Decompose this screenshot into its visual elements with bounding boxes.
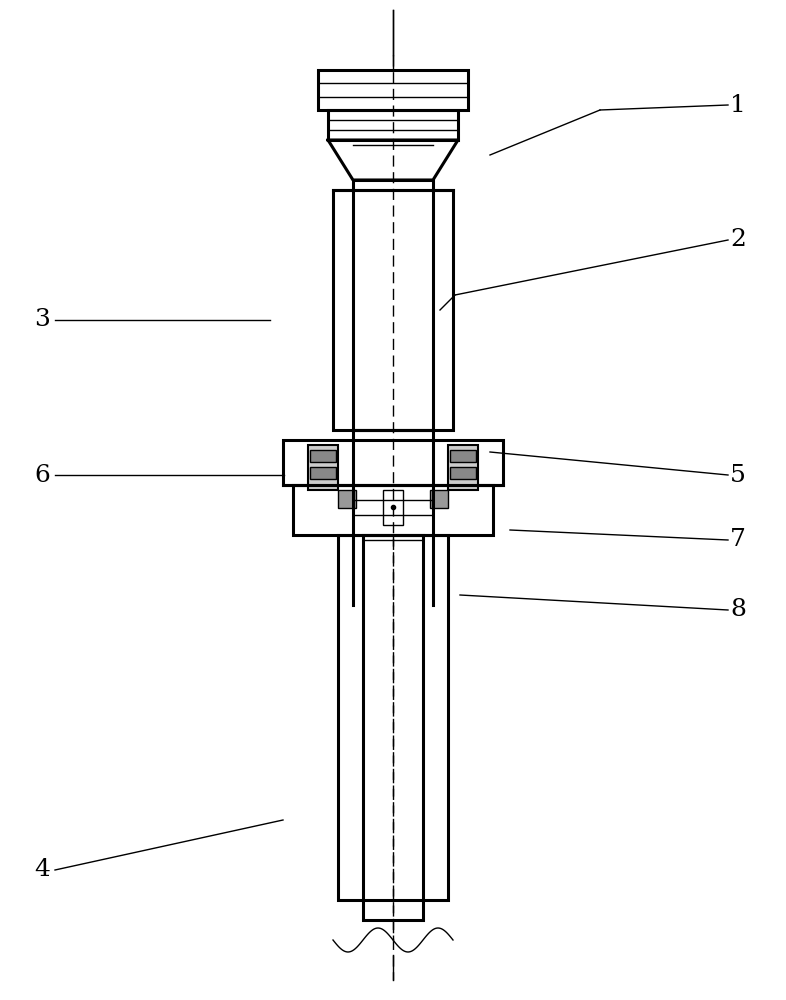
- Text: 5: 5: [730, 464, 746, 487]
- Bar: [383, 490, 403, 525]
- Bar: [450, 450, 476, 462]
- Text: 2: 2: [730, 229, 746, 251]
- Bar: [353, 180, 433, 430]
- Bar: [430, 490, 448, 508]
- Bar: [338, 535, 448, 900]
- Bar: [448, 445, 478, 490]
- Text: 8: 8: [730, 598, 746, 621]
- Bar: [318, 70, 468, 110]
- Bar: [310, 467, 336, 479]
- Bar: [338, 490, 356, 508]
- Text: 6: 6: [34, 464, 50, 487]
- Text: 7: 7: [730, 528, 746, 552]
- Bar: [333, 190, 453, 430]
- Bar: [293, 485, 493, 535]
- Bar: [328, 110, 458, 140]
- Text: 3: 3: [34, 308, 50, 332]
- Bar: [308, 445, 338, 490]
- Text: 1: 1: [730, 94, 746, 116]
- Bar: [363, 535, 423, 920]
- Bar: [310, 450, 336, 462]
- Bar: [283, 440, 503, 485]
- Bar: [450, 467, 476, 479]
- Text: 4: 4: [34, 858, 50, 882]
